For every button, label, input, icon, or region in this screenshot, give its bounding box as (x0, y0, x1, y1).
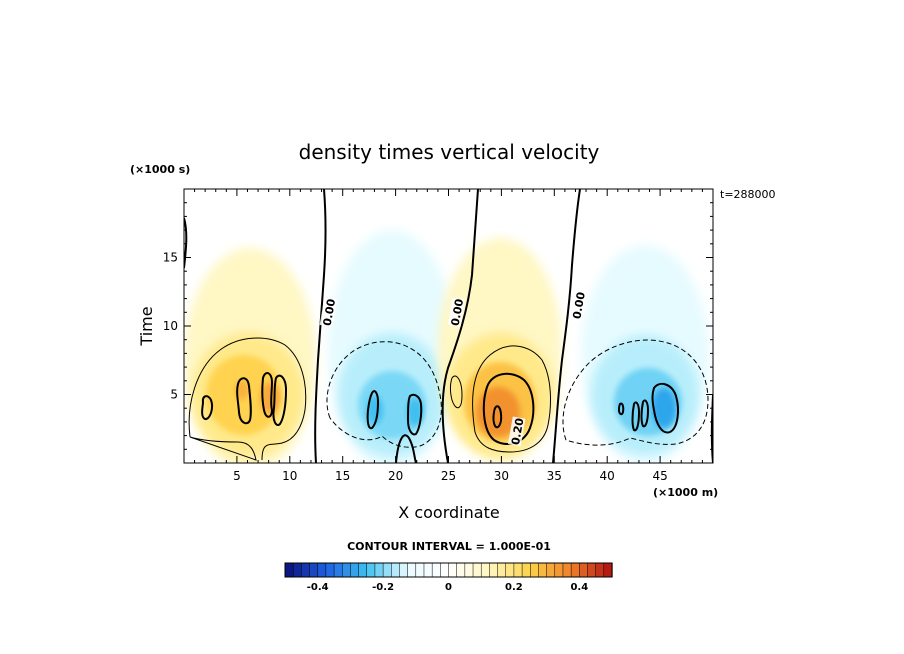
contour-label: 0.00 (569, 290, 588, 321)
colorbar-cell (579, 562, 589, 578)
colorbar-cell (284, 562, 294, 578)
colorbar-cell (415, 562, 425, 578)
colorbar-cell (587, 562, 597, 578)
contour-label-bg (319, 297, 338, 328)
colorbar-cell (350, 562, 360, 578)
contour-label-bg (447, 297, 466, 328)
colorbar-cell (505, 562, 515, 578)
y-axis-label: Time (137, 306, 156, 346)
colorbar-tick-label: -0.4 (307, 582, 329, 593)
colorbar-cell (341, 562, 352, 578)
colorbar-cell (472, 562, 482, 578)
negative-contours (326, 339, 709, 448)
x-tick-label: 40 (600, 469, 615, 483)
x-tick-label: 20 (388, 469, 403, 483)
colorbar-cell (391, 562, 401, 578)
colorbar-cell (570, 562, 580, 578)
x-tick-label: 5 (233, 469, 241, 483)
colorbar-cell (399, 562, 409, 578)
colorbar-cell (374, 562, 384, 578)
colorbar-tick-label: 0.2 (505, 582, 523, 593)
contour-labels: 0.00 0.00 0.00 0.20 (319, 290, 588, 447)
colorbar-cell (317, 562, 327, 578)
colorbar-cell (464, 562, 474, 578)
colorbar-cell (366, 562, 376, 578)
plot-area: 0.00 0.00 0.00 0.20 (184, 189, 713, 463)
colorbar-cell (448, 562, 458, 578)
colorbar-cell (325, 562, 335, 578)
colorbar-cell (603, 562, 613, 578)
colorbar-cell (431, 562, 441, 578)
colorbar-cell (440, 562, 450, 578)
colorbar-cell (309, 562, 319, 578)
colorbar-cell (521, 562, 531, 578)
contour-interval-label: CONTOUR INTERVAL = 1.000E-01 (347, 540, 551, 553)
inner-contours (201, 372, 679, 445)
colorbar-tick-label: 0 (445, 582, 452, 593)
contour-label-text: 0.20 (509, 417, 527, 446)
x-tick-label: 25 (441, 469, 456, 483)
contour-label-text: 0.00 (570, 291, 588, 320)
colorbar-cell (423, 562, 433, 578)
x-tick-label: 15 (335, 469, 350, 483)
colorbar-tick-label: -0.2 (372, 582, 394, 593)
y-tick-label: 5 (170, 388, 178, 402)
contour-label-bg (507, 416, 526, 447)
colorbar-cell (513, 562, 523, 578)
colorbar: -0.4 -0.2 0 0.2 0.4 (284, 562, 613, 593)
x-tick-label: 30 (494, 469, 509, 483)
colorbar-cell (538, 562, 548, 578)
colorbar-cell (333, 562, 343, 578)
colorbar-cell (407, 562, 417, 578)
colorbar-cell (554, 562, 564, 578)
contour-label-text: 0.00 (321, 298, 339, 327)
y-tick-label: 10 (163, 319, 178, 333)
colorbar-cell (595, 562, 605, 578)
colorbar-cell (358, 562, 368, 578)
colorbar-cell (562, 562, 572, 578)
timestamp-label: t=288000 (720, 188, 776, 201)
colorbar-cell (497, 562, 507, 578)
x-axis: 5 10 15 20 25 30 35 40 45 (194, 189, 703, 483)
colorbar-cell (489, 562, 499, 578)
colorbar-cell (382, 562, 392, 578)
colorbar-cell (480, 562, 491, 578)
colorbar-cell (456, 562, 466, 578)
chart-title: density times vertical velocity (299, 140, 600, 164)
x-tick-label: 45 (652, 469, 667, 483)
y-scale-label: (×1000 s) (130, 163, 190, 176)
contour-label-bg (569, 290, 587, 321)
colorbar-cell (292, 562, 302, 578)
colorbar-tick-label: 0.4 (570, 582, 588, 593)
x-tick-label: 35 (547, 469, 562, 483)
contour-label: 0.00 (319, 297, 339, 328)
y-tick-label: 15 (163, 251, 178, 265)
colorbar-frame (284, 562, 613, 578)
contour-label-text: 0.00 (449, 298, 467, 327)
x-tick-label: 10 (282, 469, 297, 483)
x-scale-label: (×1000 m) (653, 486, 718, 499)
contour-label: 0.00 (447, 297, 467, 328)
colorbar-cell (301, 562, 311, 578)
x-axis-label: X coordinate (398, 503, 499, 522)
colorbar-cell (546, 562, 556, 578)
colorbar-cell (530, 562, 540, 578)
y-axis: 5 10 15 (163, 202, 713, 450)
contour-label: 0.20 (507, 416, 527, 447)
positive-contours (188, 337, 551, 461)
